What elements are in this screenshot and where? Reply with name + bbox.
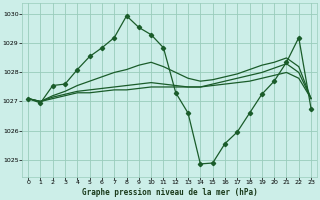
X-axis label: Graphe pression niveau de la mer (hPa): Graphe pression niveau de la mer (hPa) [82,188,258,197]
